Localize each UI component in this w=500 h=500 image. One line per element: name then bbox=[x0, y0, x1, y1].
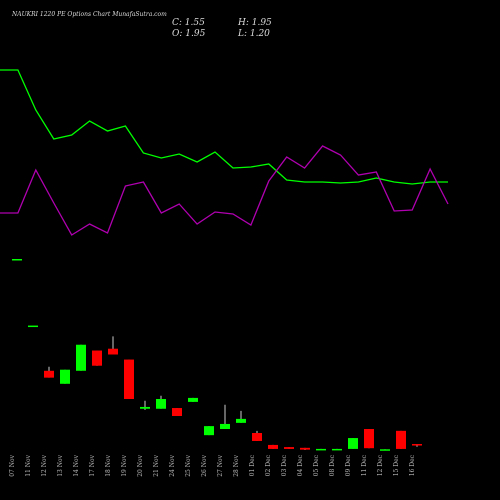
x-tick-label: 21 Nov bbox=[153, 454, 160, 476]
x-tick-label: 19 Nov bbox=[121, 454, 128, 476]
candle-body bbox=[252, 432, 262, 441]
x-tick-label: 09 Dec bbox=[345, 454, 352, 476]
candle-body bbox=[12, 259, 22, 261]
candle-body bbox=[380, 449, 390, 451]
x-tick-label: 24 Nov bbox=[169, 454, 176, 476]
stat: C: 1.55 bbox=[172, 18, 205, 28]
candle-body bbox=[156, 398, 166, 409]
x-tick-label: 15 Dec bbox=[393, 454, 400, 476]
indicator-line bbox=[0, 69, 448, 185]
x-tick-label: 18 Nov bbox=[105, 454, 112, 476]
x-tick-label: 04 Dec bbox=[297, 454, 304, 476]
stat: H: 1.95 bbox=[237, 18, 272, 28]
x-tick-label: 27 Nov bbox=[217, 454, 224, 476]
x-tick-label: 17 Nov bbox=[89, 454, 96, 476]
candle-body bbox=[220, 423, 230, 430]
candle-body bbox=[124, 359, 134, 399]
x-tick-label: 08 Dec bbox=[329, 454, 336, 476]
x-tick-label: 11 Dec bbox=[361, 454, 368, 476]
candle-body bbox=[412, 444, 422, 446]
x-tick-label: 03 Dec bbox=[281, 454, 288, 476]
candle-body bbox=[188, 397, 198, 402]
x-tick-label: 16 Dec bbox=[409, 454, 416, 476]
chart-title: NAUKRI 1220 PE Options Chart MunafaSutra… bbox=[11, 11, 167, 18]
candle-body bbox=[140, 406, 150, 409]
x-tick-label: 07 Nov bbox=[9, 454, 16, 476]
candle-body bbox=[28, 325, 38, 328]
candle-body bbox=[284, 447, 294, 449]
stat: O: 1.95 bbox=[172, 29, 206, 39]
x-tick-label: 28 Nov bbox=[233, 454, 240, 476]
indicator-line bbox=[0, 145, 449, 236]
candle-body bbox=[236, 418, 246, 423]
candle-body bbox=[204, 426, 214, 436]
candle-body bbox=[172, 408, 182, 416]
x-tick-label: 13 Nov bbox=[57, 454, 64, 476]
x-tick-label: 02 Dec bbox=[265, 454, 272, 476]
x-tick-label: 25 Nov bbox=[185, 454, 192, 476]
candle-body bbox=[60, 369, 70, 384]
candle-body bbox=[108, 348, 118, 355]
candle-body bbox=[44, 370, 54, 378]
candle-body bbox=[364, 429, 374, 449]
stat: L: 1.20 bbox=[237, 29, 270, 39]
candle-body bbox=[76, 344, 86, 371]
x-tick-label: 26 Nov bbox=[201, 454, 208, 476]
candle-body bbox=[396, 430, 406, 449]
candle-body bbox=[300, 447, 310, 450]
x-tick-label: 14 Nov bbox=[73, 454, 80, 476]
x-tick-label: 12 Nov bbox=[41, 454, 48, 476]
candle-body bbox=[332, 448, 342, 451]
candle-body bbox=[348, 438, 358, 449]
x-tick-label: 01 Dec bbox=[249, 454, 256, 476]
candle-body bbox=[316, 448, 326, 451]
x-tick-label: 12 Dec bbox=[377, 454, 384, 476]
candle-body bbox=[268, 444, 278, 449]
candle-body bbox=[92, 350, 102, 366]
x-tick-label: 05 Dec bbox=[313, 454, 320, 476]
x-tick-label: 20 Nov bbox=[137, 454, 144, 476]
x-tick-label: 11 Nov bbox=[25, 454, 32, 476]
